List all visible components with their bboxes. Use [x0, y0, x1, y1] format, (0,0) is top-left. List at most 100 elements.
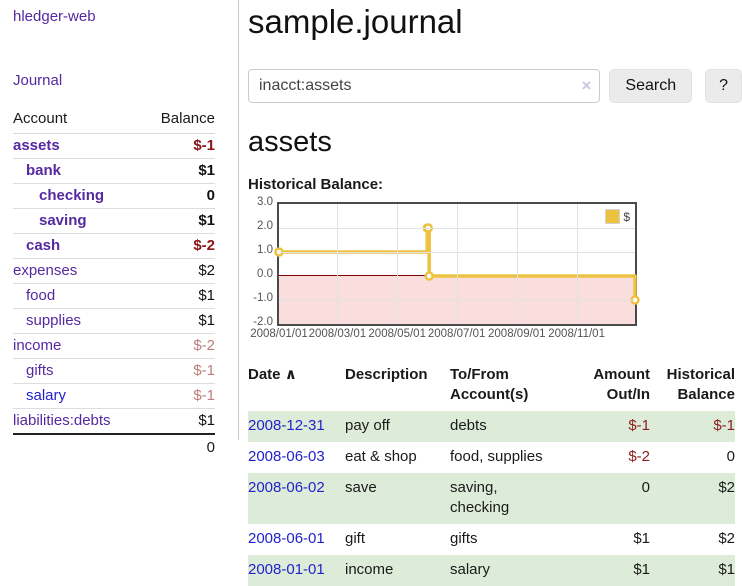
- transaction-amount: $1: [633, 561, 650, 578]
- register-header-date[interactable]: Date ∧: [248, 361, 345, 411]
- sidebar-divider: [238, 0, 239, 440]
- account-row: income $-2: [13, 333, 215, 359]
- chart-vgridline: [337, 204, 339, 324]
- account-row: supplies $1: [13, 308, 215, 334]
- account-balance: $1: [142, 308, 215, 334]
- sidebar-account-link-food[interactable]: food: [26, 287, 56, 304]
- chart-data-point: [424, 271, 434, 281]
- accounts-total-value: 0: [142, 433, 215, 460]
- account-balance: 0: [142, 183, 215, 209]
- register-table: Date ∧ Description To/From Account(s) Am…: [248, 361, 735, 586]
- legend-swatch-icon: [605, 209, 621, 224]
- search-form: × Search ?: [248, 69, 742, 103]
- account-row: bank $1: [13, 158, 215, 184]
- account-balance: $-1: [142, 383, 215, 409]
- chart-y-tick-label: -1.0: [253, 292, 273, 304]
- transaction-balance: $2: [718, 530, 735, 547]
- transaction-balance: 0: [726, 448, 735, 465]
- clear-search-icon[interactable]: ×: [581, 76, 592, 95]
- transaction-description: pay off: [345, 417, 390, 434]
- account-row: liabilities:debts $1: [13, 408, 215, 434]
- chart-y-tick-label: 1.0: [257, 244, 273, 256]
- historical-balance-chart: $ 3.0 2.0 1.0 0.0 -1.0 -2.0 2008/01/01 2008/03/…: [250, 196, 742, 344]
- account-balance: $1: [142, 408, 215, 434]
- sidebar-account-link-gifts[interactable]: gifts: [26, 362, 54, 379]
- chart-legend: $: [605, 209, 630, 224]
- date-header-label: Date: [248, 366, 281, 383]
- search-input[interactable]: [248, 69, 601, 103]
- register-header-description: Description: [345, 366, 428, 383]
- search-box: ×: [248, 69, 601, 103]
- sidebar-account-link-liabilities-debts[interactable]: liabilities:debts: [13, 412, 111, 429]
- chart-vgridline: [576, 204, 578, 324]
- chart-vgridline: [397, 204, 399, 324]
- transaction-balance: $2: [718, 479, 735, 496]
- transaction-date-link[interactable]: 2008-06-01: [248, 530, 325, 547]
- sort-ascending-icon: ∧: [284, 366, 297, 383]
- transaction-description: gift: [345, 530, 366, 547]
- legend-label: $: [623, 209, 630, 224]
- chart-x-tick-label: 2008/07/01: [427, 328, 486, 340]
- transaction-description: save: [345, 479, 377, 496]
- chart-vgridline: [516, 204, 518, 324]
- accounts-total-row: 0: [13, 433, 215, 460]
- chart-y-tick-label: 0.0: [257, 268, 273, 280]
- transaction-accounts: food, supplies: [450, 448, 543, 465]
- register-header-amount: Amount Out/In: [593, 366, 650, 403]
- transaction-date-link[interactable]: 2008-01-01: [248, 561, 325, 578]
- account-row: assets $-1: [13, 134, 215, 159]
- sidebar-account-link-checking[interactable]: checking: [39, 187, 105, 204]
- chart-y-tick-label: 2.0: [257, 220, 273, 232]
- account-balance: $-1: [193, 137, 215, 154]
- account-row: gifts $-1: [13, 358, 215, 384]
- register-row: 2008-06-01 gift gifts $1 $2: [248, 524, 735, 555]
- main-content: sample.journal × Search ? assets Histori…: [248, 0, 742, 586]
- register-row: 2008-06-03 eat & shop food, supplies $-2 0: [248, 442, 735, 473]
- sidebar: hledger-web Journal Account Balance asse…: [0, 0, 238, 460]
- transaction-date-link[interactable]: 2008-06-02: [248, 479, 325, 496]
- transaction-balance: $-1: [713, 417, 735, 434]
- transaction-date-link[interactable]: 2008-06-03: [248, 448, 325, 465]
- sidebar-account-link-assets[interactable]: assets: [13, 137, 60, 154]
- chart-vgridline: [456, 204, 458, 324]
- account-balance: $-2: [142, 233, 215, 259]
- register-row: 2008-06-02 save saving, checking 0 $2: [248, 473, 735, 524]
- sidebar-item-journal[interactable]: Journal: [13, 72, 63, 89]
- sidebar-account-link-bank[interactable]: bank: [26, 162, 62, 179]
- transaction-amount: $-1: [628, 417, 650, 434]
- sidebar-account-link-cash[interactable]: cash: [26, 237, 61, 254]
- chart-x-tick-label: 2008/05/01: [368, 328, 426, 340]
- register-header-accounts: To/From Account(s): [450, 366, 529, 403]
- chart-title: Historical Balance:: [248, 176, 384, 193]
- transaction-accounts: gifts: [450, 530, 478, 547]
- transaction-description: eat & shop: [345, 448, 417, 465]
- transaction-date-link[interactable]: 2008-12-31: [248, 417, 325, 434]
- sidebar-account-link-saving[interactable]: saving: [39, 212, 87, 229]
- register-header-balance: Historical Balance: [666, 366, 735, 403]
- account-balance: $1: [142, 283, 215, 309]
- app-brand-link[interactable]: hledger-web: [13, 8, 96, 25]
- sidebar-account-link-salary[interactable]: salary: [26, 387, 67, 404]
- chart-x-tick-label: 2008/11/01: [548, 328, 605, 340]
- transaction-amount: 0: [641, 479, 650, 496]
- sidebar-account-link-income[interactable]: income: [13, 337, 62, 354]
- accounts-header-row: Account Balance: [13, 105, 215, 134]
- search-button[interactable]: Search: [609, 69, 693, 103]
- account-row: saving $1: [13, 208, 215, 234]
- transaction-amount: $1: [633, 530, 650, 547]
- transaction-accounts: salary: [450, 561, 491, 578]
- account-balance: $1: [142, 158, 215, 184]
- account-row: cash $-2: [13, 233, 215, 259]
- account-balance: $1: [142, 208, 215, 234]
- transaction-accounts: debts: [450, 417, 487, 434]
- chart-plot-area[interactable]: $ 3.0 2.0 1.0 0.0 -1.0 -2.0 2008/01/01 2008/03/…: [250, 196, 640, 340]
- account-heading: assets: [248, 126, 332, 158]
- account-row: food $1: [13, 283, 215, 309]
- help-button[interactable]: ?: [705, 69, 742, 103]
- sidebar-account-link-expenses[interactable]: expenses: [13, 262, 78, 279]
- chart-y-tick-label: -2.0: [253, 316, 273, 328]
- account-row: salary $-1: [13, 383, 215, 409]
- sidebar-account-link-supplies[interactable]: supplies: [26, 312, 82, 329]
- account-row: expenses $2: [13, 258, 215, 284]
